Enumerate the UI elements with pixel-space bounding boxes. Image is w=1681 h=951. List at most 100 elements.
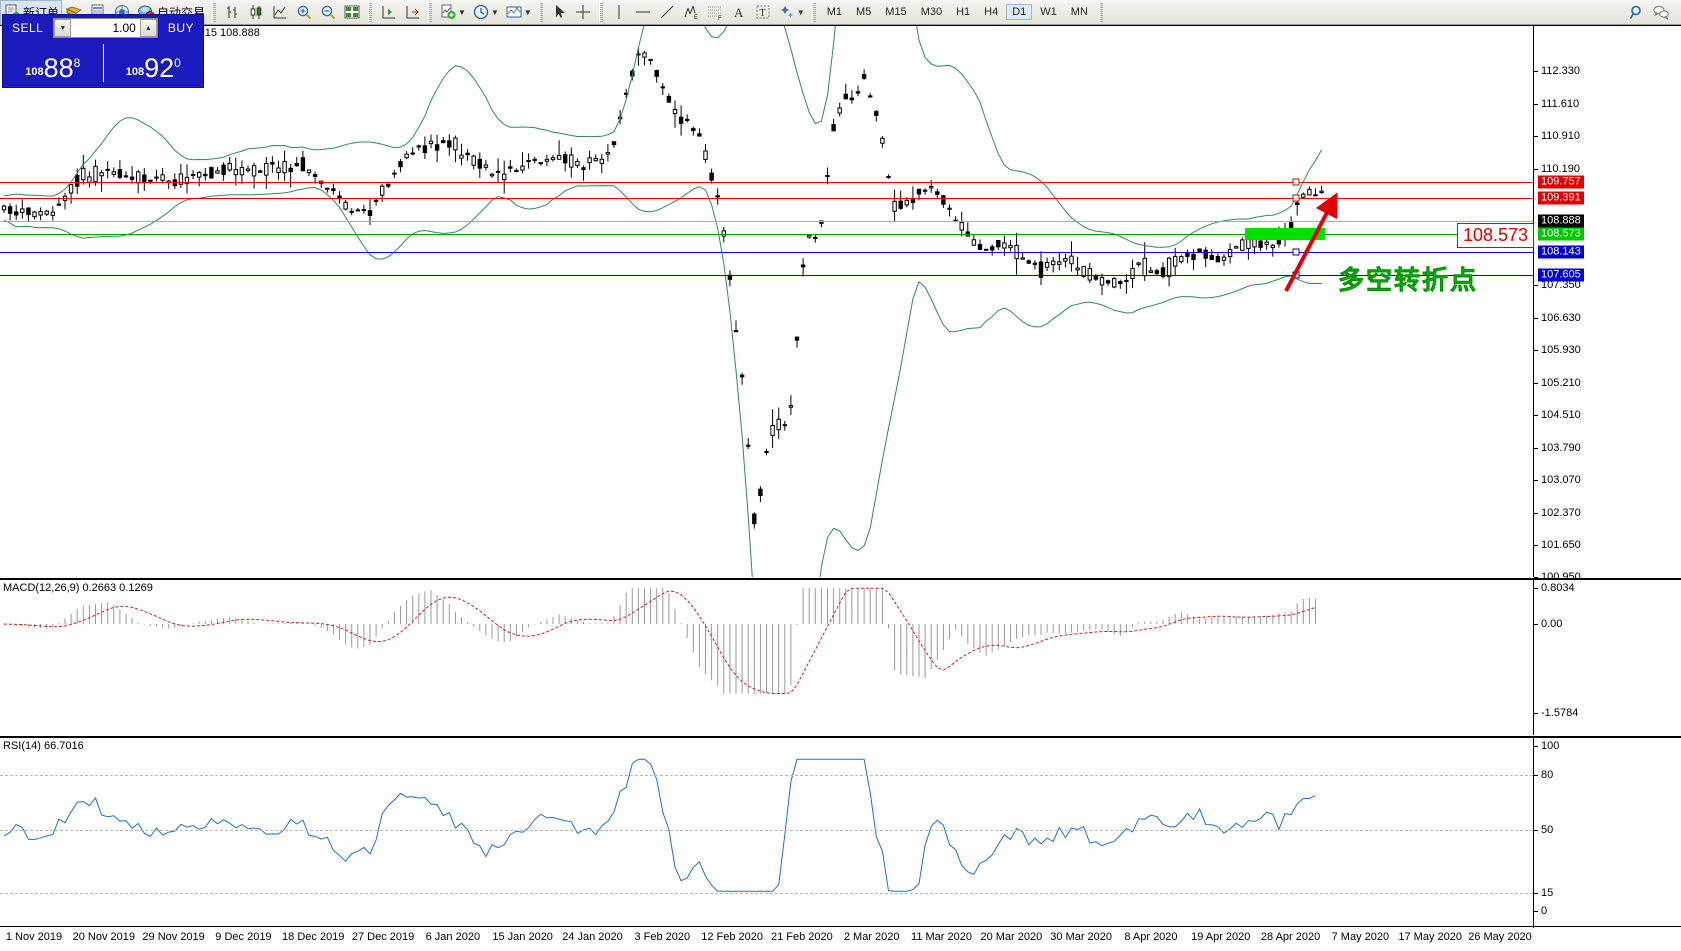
last-price-line: [0, 221, 1533, 222]
support-line-108573[interactable]: [0, 234, 1533, 235]
sell-price[interactable]: 108 88 8: [3, 41, 103, 85]
time-axis-label: 11 Mar 2020: [911, 931, 972, 943]
sell-button[interactable]: SELL: [12, 21, 44, 35]
chat-button[interactable]: [1649, 1, 1673, 24]
volume-value[interactable]: 1.00: [112, 21, 136, 35]
text-label-button[interactable]: T: [751, 1, 775, 24]
resistance-line-109391[interactable]: [0, 198, 1533, 199]
timeframe-m1[interactable]: M1: [826, 6, 842, 18]
cursor-button[interactable]: [547, 1, 571, 24]
one-click-trading-controls: SELL ▼ 1.00 ▲ BUY: [3, 15, 203, 41]
zoom-out-icon: [319, 3, 337, 21]
indicators-button[interactable]: ▼: [436, 1, 469, 24]
price-tag-109757[interactable]: 109.757: [1538, 175, 1584, 189]
sell-price-sup: 8: [73, 56, 81, 70]
chinese-annotation[interactable]: 多空转折点: [1338, 265, 1479, 296]
resistance-line-109757[interactable]: [0, 182, 1533, 183]
zoom-in-button[interactable]: [292, 1, 316, 24]
svg-text:F: F: [718, 16, 722, 21]
price-tick: 105.930: [1534, 344, 1581, 356]
price-tick: 110.190: [1534, 163, 1580, 175]
svg-text:E: E: [694, 15, 698, 21]
chevron-down-icon[interactable]: ▼: [490, 7, 499, 17]
timeframe-w1[interactable]: W1: [1040, 6, 1057, 18]
timeframe-m5[interactable]: M5: [856, 6, 872, 18]
price-tag-108573[interactable]: 108.573: [1538, 227, 1584, 241]
templates-button[interactable]: ▼: [502, 1, 535, 24]
time-axis[interactable]: 1 Nov 2019 20 Nov 2019 29 Nov 2019 9 Dec 20…: [0, 926, 1681, 951]
buy-button[interactable]: BUY: [167, 21, 194, 35]
one-click-trading-prices: 108 88 8 108 92 0: [3, 41, 203, 85]
panel-divider: [102, 44, 104, 82]
search-button[interactable]: [1625, 1, 1649, 24]
chart-window[interactable]: ▲ USDJPY-,Daily 108.806 108.974 108.415 …: [0, 25, 1681, 949]
time-axis-label: 27 Dec 2019: [351, 931, 415, 943]
buy-price-big: 92: [144, 53, 175, 83]
text-button[interactable]: A: [727, 1, 751, 24]
rsi-plot-area[interactable]: [0, 738, 1533, 928]
volume-decrement-button[interactable]: ▼: [54, 19, 72, 37]
rsi-scale[interactable]: 100 80 50 15 0: [1533, 738, 1681, 928]
crosshair-button[interactable]: [571, 1, 595, 24]
rsi-tick: 15: [1534, 887, 1553, 899]
macd-pane[interactable]: MACD(12,26,9) 0.2663 0.1269 0.8034 0.00 -1…: [0, 578, 1681, 735]
auto-scroll-button[interactable]: [400, 1, 424, 24]
time-axis-label: 6 Jan 2020: [425, 931, 481, 943]
zoom-out-button[interactable]: [316, 1, 340, 24]
volume-increment-button[interactable]: ▲: [139, 19, 157, 37]
support-line-108143[interactable]: [0, 252, 1533, 253]
timeframe-m30[interactable]: M30: [920, 6, 943, 18]
rsi-label: RSI(14) 66.7016: [3, 740, 84, 752]
buy-price[interactable]: 108 92 0: [104, 41, 204, 85]
templates-icon: [505, 3, 523, 21]
macd-scale[interactable]: 0.8034 0.00 -1.5784: [1533, 580, 1681, 735]
timeframe-m15[interactable]: M15: [885, 6, 907, 18]
up-arrow-annotation[interactable]: [1270, 191, 1360, 296]
trendline-button[interactable]: [655, 1, 679, 24]
price-callout-label[interactable]: 108.573: [1457, 223, 1535, 248]
bar-chart-button[interactable]: [220, 1, 244, 24]
line-chart-button[interactable]: [268, 1, 292, 24]
support-line-107605[interactable]: [0, 275, 1533, 276]
line-handle[interactable]: [1292, 194, 1300, 202]
line-handle[interactable]: [1292, 248, 1300, 256]
price-pane[interactable]: ▲ USDJPY-,Daily 108.806 108.974 108.415 …: [0, 26, 1681, 583]
horizontal-line-button[interactable]: [631, 1, 655, 24]
macd-plot-area[interactable]: [0, 580, 1533, 735]
auto-scroll-icon: [403, 3, 421, 21]
shapes-button[interactable]: ▼: [775, 1, 808, 24]
vertical-line-button[interactable]: [607, 1, 631, 24]
tile-windows-button[interactable]: [340, 1, 364, 24]
price-tick: 101.650: [1534, 539, 1581, 551]
time-axis-label: 12 Feb 2020: [701, 931, 763, 943]
fibonacci-button[interactable]: F: [703, 1, 727, 24]
period-button[interactable]: ▼: [469, 1, 502, 24]
price-scale[interactable]: 112.330 111.610 110.910 110.190 107.350 106.6…: [1533, 26, 1681, 583]
timeframe-h4[interactable]: H4: [984, 6, 999, 18]
chevron-down-icon[interactable]: ▼: [523, 7, 532, 17]
timeframe-h1[interactable]: H1: [956, 6, 971, 18]
timeframe-d1[interactable]: D1: [1006, 4, 1033, 20]
elliott-wave-button[interactable]: E: [679, 1, 703, 24]
tile-windows-icon: [343, 3, 361, 21]
toolbar-right-group: [1625, 1, 1681, 24]
candlestick-chart-button[interactable]: [244, 1, 268, 24]
price-tag-107605[interactable]: 107.605: [1538, 268, 1584, 282]
line-handle[interactable]: [1292, 178, 1300, 186]
price-tag-109391[interactable]: 109.391: [1538, 191, 1584, 205]
highlight-rectangle[interactable]: [1245, 228, 1325, 240]
chevron-down-icon[interactable]: ▼: [458, 7, 466, 17]
rsi-pane[interactable]: RSI(14) 66.7016 100 80 50 15 0: [0, 736, 1681, 928]
timeframe-mn[interactable]: MN: [1070, 6, 1088, 18]
one-click-trading-panel[interactable]: SELL ▼ 1.00 ▲ BUY 108 88 8 108 92 0: [2, 14, 204, 88]
volume-stepper[interactable]: ▼ 1.00 ▲: [53, 18, 158, 38]
profiles-button[interactable]: [62, 1, 86, 24]
sell-price-int: 108: [25, 66, 44, 78]
chevron-down-icon[interactable]: ▼: [796, 7, 805, 17]
price-tag-108143[interactable]: 108.143: [1538, 245, 1584, 259]
toolbar-separator: [1098, 2, 1103, 22]
time-axis-label: 15 Jan 2020: [492, 931, 553, 943]
shift-chart-button[interactable]: [376, 1, 400, 24]
price-plot-area[interactable]: 多空转折点: [0, 26, 1533, 577]
price-tick: 104.510: [1534, 409, 1581, 421]
